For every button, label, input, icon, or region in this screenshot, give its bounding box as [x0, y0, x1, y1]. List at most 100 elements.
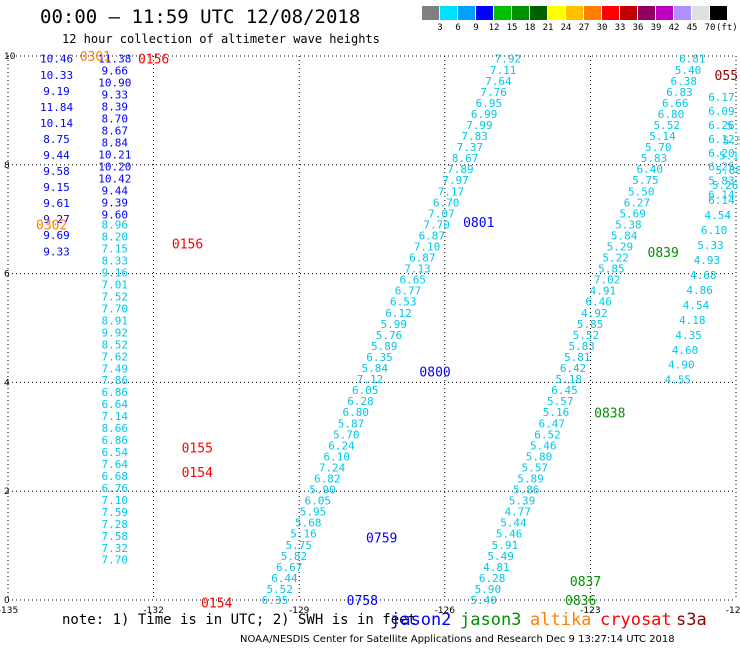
- legend-swatch: [458, 6, 475, 20]
- data-label: 5.57: [521, 461, 548, 474]
- y-tick-label: 8: [4, 161, 10, 171]
- data-label: 7.13: [404, 263, 431, 276]
- data-label: 5.33: [697, 239, 724, 252]
- legend-tick-label: 70: [704, 23, 716, 33]
- data-label: 6.80: [343, 406, 370, 419]
- data-label: 5.44: [500, 517, 527, 530]
- data-label: 6.87: [419, 229, 446, 242]
- data-label: 5.39: [509, 495, 536, 508]
- data-label: 6.64: [102, 398, 129, 411]
- data-label: 6.95: [476, 97, 503, 110]
- legend-swatch: [494, 6, 511, 20]
- data-label: 9.92: [102, 326, 129, 339]
- legend-tick-label: 33: [614, 23, 626, 33]
- data-label: 5.57: [547, 395, 574, 408]
- data-label: 7.64: [485, 75, 512, 88]
- data-label: 7.70: [102, 302, 129, 315]
- legend-swatch: [440, 6, 457, 20]
- data-label: 10.20: [98, 160, 131, 173]
- time-annotation: 0156: [172, 238, 203, 253]
- data-label: 10.21: [98, 148, 131, 161]
- data-label: 5.69: [619, 207, 646, 220]
- data-label: 5.83: [641, 152, 668, 165]
- data-label: 5.82: [281, 550, 308, 563]
- data-label: 8.20: [102, 231, 129, 244]
- data-label: 9.58: [43, 165, 70, 178]
- data-label: 5.83: [708, 175, 735, 188]
- data-label: 5.26: [712, 179, 739, 192]
- legend-swatch: [674, 6, 691, 20]
- data-label: 5.85: [577, 318, 604, 331]
- data-label: 6.65: [400, 274, 427, 287]
- data-label: 5.40: [675, 64, 702, 77]
- legend-tick-label: 6: [455, 23, 461, 33]
- data-label: 5.86: [513, 484, 540, 497]
- data-label: 4.18: [679, 314, 706, 327]
- data-label: 8.91: [102, 314, 129, 327]
- data-label: 5.89: [517, 472, 544, 485]
- time-annotation: 0155: [182, 442, 213, 457]
- footer-note: note: 1) Time is in UTC; 2) SWH is in fe…: [62, 612, 417, 628]
- data-label: 5.99: [381, 318, 408, 331]
- data-label: 5.89: [371, 340, 398, 353]
- data-label: 7.58: [102, 530, 129, 543]
- data-label: 6.44: [271, 572, 298, 585]
- x-tick-label: -129: [289, 606, 310, 616]
- data-label: 5.90: [475, 583, 502, 596]
- data-label: 6.99: [471, 108, 498, 121]
- data-label: 7.01: [102, 278, 129, 291]
- legend-tick-label: 9: [473, 23, 479, 33]
- data-label: 6.45: [551, 384, 578, 397]
- data-label: 7.14: [102, 410, 129, 423]
- legend-tick-label: 36: [632, 23, 644, 33]
- data-label: 7.99: [466, 119, 493, 132]
- data-label: 7.37: [457, 141, 484, 154]
- data-label: 7.70: [102, 554, 129, 567]
- legend-tick-label: 45: [686, 23, 698, 33]
- legend-swatch: [602, 6, 619, 20]
- data-label: 6.81: [679, 53, 706, 66]
- data-label: 6.27: [624, 196, 651, 209]
- data-label: 6.47: [539, 417, 566, 430]
- data-label: 5.23: [726, 119, 740, 132]
- legend-swatch: [530, 6, 547, 20]
- data-label: 7.32: [102, 542, 129, 555]
- data-label: 7.86: [102, 374, 129, 387]
- x-tick-label: -126: [435, 606, 456, 616]
- data-label: 8.67: [452, 152, 479, 165]
- data-label: 5.14: [649, 130, 676, 143]
- data-label: 7.76: [480, 86, 507, 99]
- satellite-label: jason3: [460, 610, 522, 630]
- data-label: 7.24: [319, 461, 346, 474]
- data-label: 6.86: [102, 386, 129, 399]
- data-label: 9.60: [102, 208, 129, 221]
- time-annotation: 055: [715, 69, 738, 84]
- data-label: 6.20: [708, 147, 735, 160]
- satellite-label: cryosat: [600, 610, 672, 630]
- satellite-label: altika: [530, 610, 592, 630]
- data-label: 9.44: [43, 149, 70, 162]
- legend-swatch: [566, 6, 583, 20]
- data-label: 5.49: [487, 550, 514, 563]
- data-label: 5.70: [333, 428, 360, 441]
- legend-tick-label: 18: [524, 23, 536, 33]
- data-label: 6.14: [708, 194, 735, 207]
- data-label: 5.70: [645, 141, 672, 154]
- data-label: 9.16: [102, 267, 129, 280]
- data-label: 5.88: [715, 164, 740, 177]
- legend-swatch: [710, 6, 727, 20]
- data-label: 10.14: [40, 117, 73, 130]
- data-label: 5.52: [654, 119, 681, 132]
- data-label: 6.52: [534, 428, 561, 441]
- data-label: 8.66: [102, 422, 129, 435]
- data-label: 10.90: [98, 77, 131, 90]
- data-label: 7.12: [357, 373, 384, 386]
- data-label: 6.70: [433, 196, 460, 209]
- data-label: 6.28: [347, 395, 374, 408]
- data-label: 10.42: [98, 172, 131, 185]
- data-label: 11.38: [98, 53, 131, 66]
- x-tick-label: -120: [726, 606, 740, 616]
- data-label: 4.35: [675, 329, 702, 342]
- data-label: 6.83: [666, 86, 693, 99]
- legend-swatch: [584, 6, 601, 20]
